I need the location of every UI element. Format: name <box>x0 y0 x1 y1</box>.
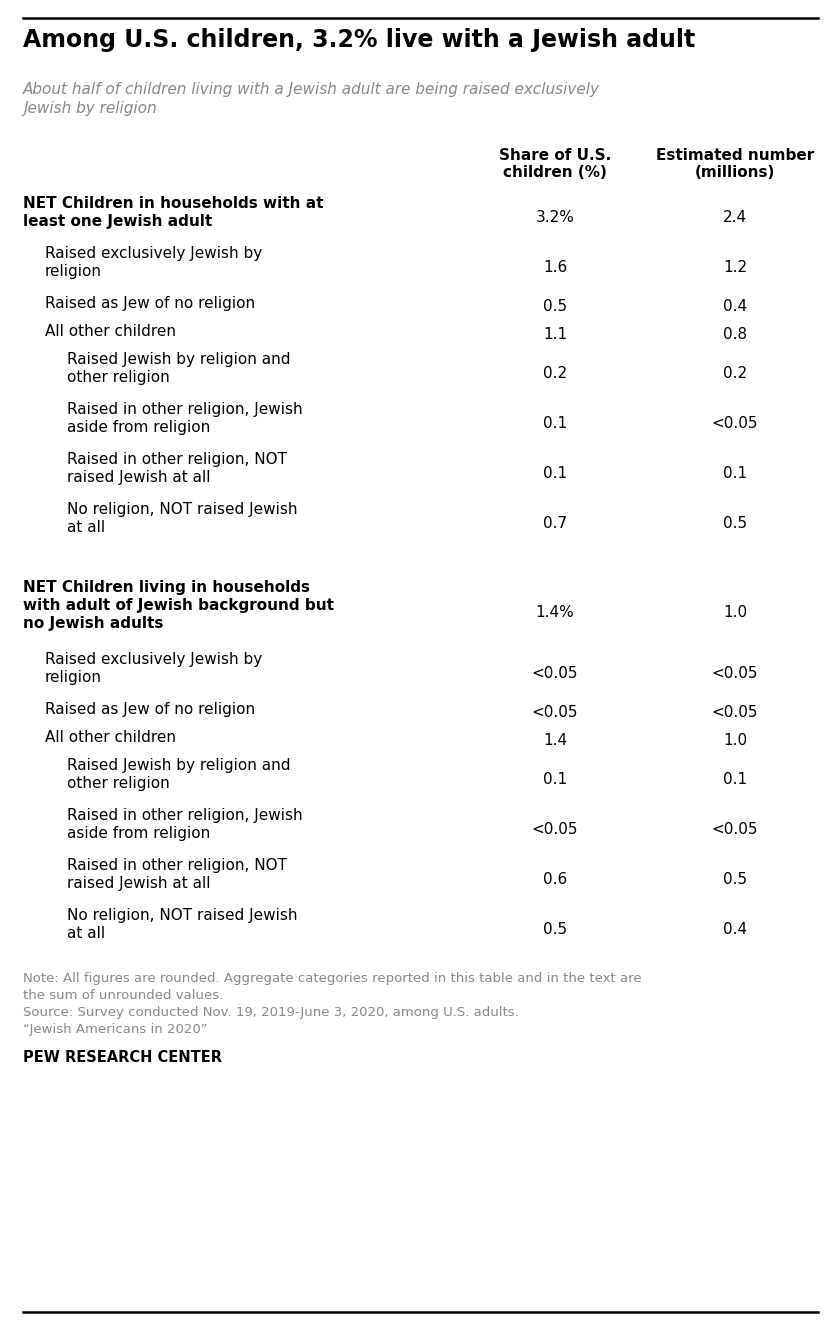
Text: 0.4: 0.4 <box>723 922 747 937</box>
Text: <0.05: <0.05 <box>711 666 758 682</box>
Text: 0.1: 0.1 <box>723 772 747 788</box>
Text: 1.1: 1.1 <box>543 328 567 342</box>
Text: 0.4: 0.4 <box>723 298 747 314</box>
Text: 1.4%: 1.4% <box>535 605 574 621</box>
Text: Raised as Jew of no religion: Raised as Jew of no religion <box>45 296 255 312</box>
Text: 3.2%: 3.2% <box>535 210 574 225</box>
Text: 1.2: 1.2 <box>723 260 747 274</box>
Text: Share of U.S.
children (%): Share of U.S. children (%) <box>499 149 611 180</box>
Text: Note: All figures are rounded. Aggregate categories reported in this table and i: Note: All figures are rounded. Aggregate… <box>23 972 642 1036</box>
Text: 0.2: 0.2 <box>723 366 747 381</box>
Text: 1.6: 1.6 <box>543 260 567 274</box>
Text: 0.1: 0.1 <box>543 772 567 788</box>
Text: 2.4: 2.4 <box>723 210 747 225</box>
Text: About half of children living with a Jewish adult are being raised exclusively
J: About half of children living with a Jew… <box>23 82 600 115</box>
Text: All other children: All other children <box>45 731 176 745</box>
Text: No religion, NOT raised Jewish
at all: No religion, NOT raised Jewish at all <box>67 503 297 534</box>
Text: Raised in other religion, NOT
raised Jewish at all: Raised in other religion, NOT raised Jew… <box>67 452 287 485</box>
Text: 1.0: 1.0 <box>723 605 747 621</box>
Text: Raised in other religion, Jewish
aside from religion: Raised in other religion, Jewish aside f… <box>67 808 303 841</box>
Text: 0.8: 0.8 <box>723 328 747 342</box>
Text: Raised in other religion, Jewish
aside from religion: Raised in other religion, Jewish aside f… <box>67 402 303 435</box>
Text: <0.05: <0.05 <box>711 416 758 431</box>
Text: <0.05: <0.05 <box>532 822 578 837</box>
Text: Raised Jewish by religion and
other religion: Raised Jewish by religion and other reli… <box>67 351 291 385</box>
Text: 0.5: 0.5 <box>723 516 747 530</box>
Text: NET Children living in households
with adult of Jewish background but
no Jewish : NET Children living in households with a… <box>23 579 334 631</box>
Text: 1.0: 1.0 <box>723 733 747 748</box>
Text: Among U.S. children, 3.2% live with a Jewish adult: Among U.S. children, 3.2% live with a Je… <box>23 28 696 52</box>
Text: NET Children in households with at
least one Jewish adult: NET Children in households with at least… <box>23 196 323 229</box>
Text: Raised exclusively Jewish by
religion: Raised exclusively Jewish by religion <box>45 652 262 686</box>
Text: 0.2: 0.2 <box>543 366 567 381</box>
Text: 0.5: 0.5 <box>543 922 567 937</box>
Text: No religion, NOT raised Jewish
at all: No religion, NOT raised Jewish at all <box>67 908 297 941</box>
Text: Raised as Jew of no religion: Raised as Jew of no religion <box>45 701 255 717</box>
Text: 0.5: 0.5 <box>543 298 567 314</box>
Text: Raised in other religion, NOT
raised Jewish at all: Raised in other religion, NOT raised Jew… <box>67 858 287 891</box>
Text: 1.4: 1.4 <box>543 733 567 748</box>
Text: <0.05: <0.05 <box>532 705 578 720</box>
Text: 0.1: 0.1 <box>723 465 747 481</box>
Text: 0.6: 0.6 <box>543 873 567 887</box>
Text: 0.1: 0.1 <box>543 465 567 481</box>
Text: <0.05: <0.05 <box>711 705 758 720</box>
Text: 0.5: 0.5 <box>723 873 747 887</box>
Text: Raised Jewish by religion and
other religion: Raised Jewish by religion and other reli… <box>67 758 291 792</box>
Text: PEW RESEARCH CENTER: PEW RESEARCH CENTER <box>23 1050 222 1065</box>
Text: Estimated number
(millions): Estimated number (millions) <box>656 149 815 180</box>
Text: <0.05: <0.05 <box>711 822 758 837</box>
Text: <0.05: <0.05 <box>532 666 578 682</box>
Text: All other children: All other children <box>45 324 176 339</box>
Text: 0.7: 0.7 <box>543 516 567 530</box>
Text: 0.1: 0.1 <box>543 416 567 431</box>
Text: Raised exclusively Jewish by
religion: Raised exclusively Jewish by religion <box>45 247 262 278</box>
